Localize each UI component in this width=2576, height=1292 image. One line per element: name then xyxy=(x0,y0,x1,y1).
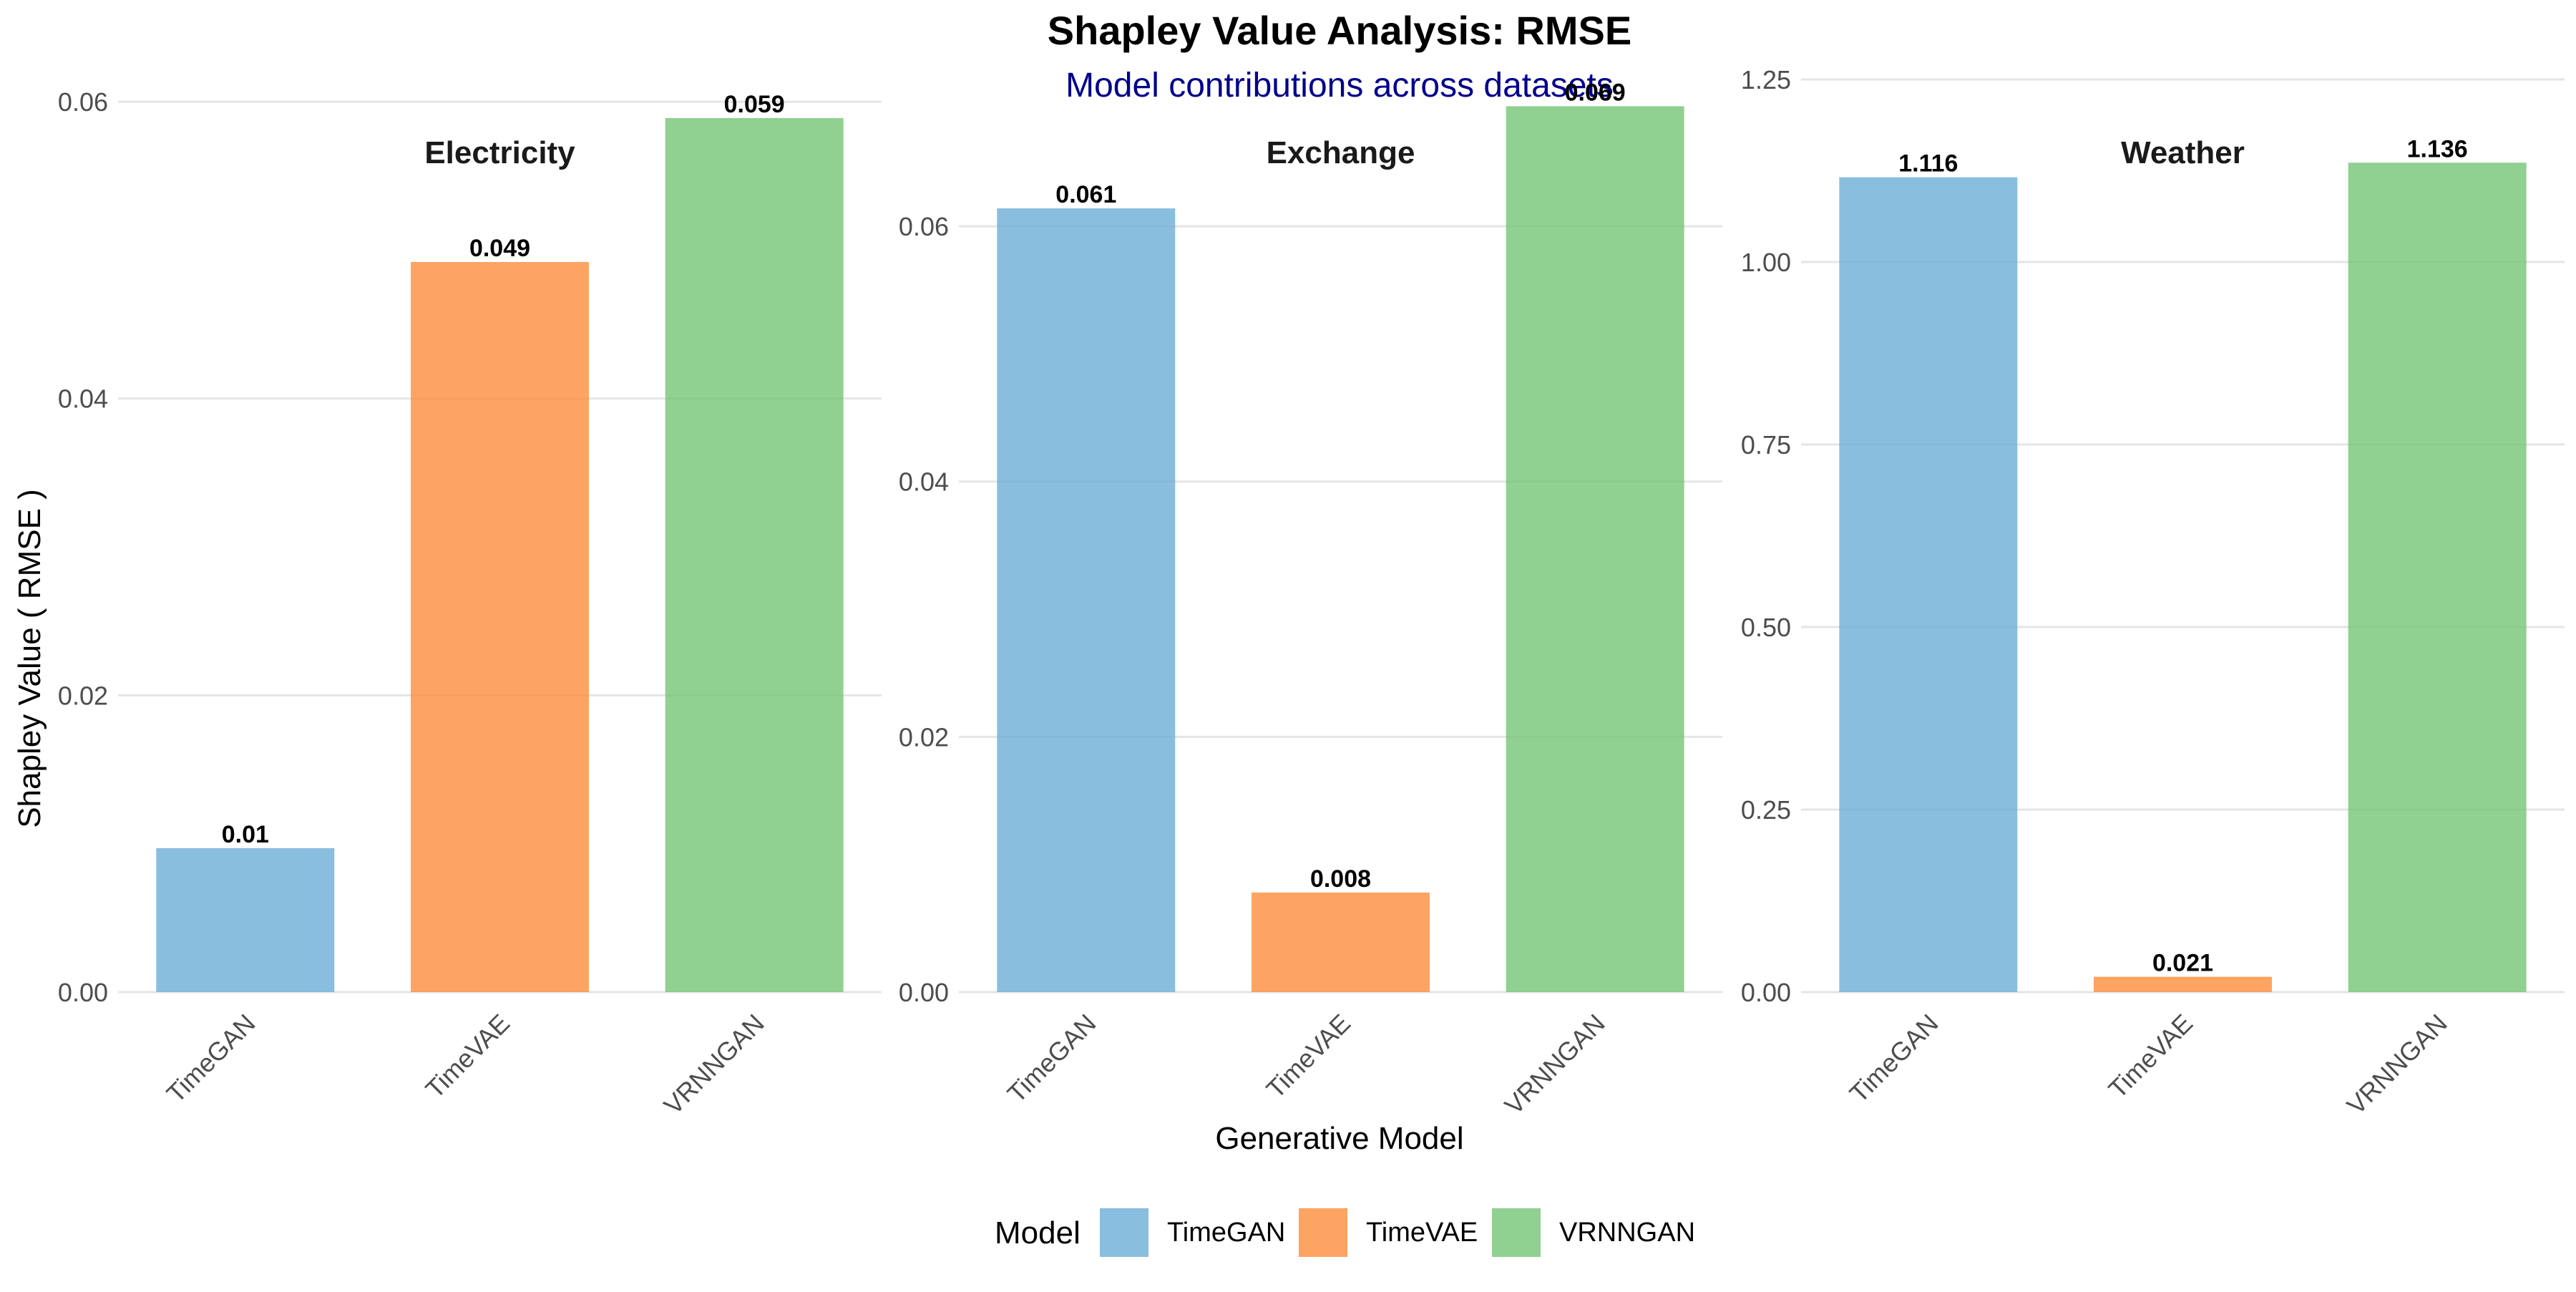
bar-timevae xyxy=(2094,976,2272,992)
facet-label: Electricity xyxy=(424,135,575,170)
legend-label: VRNNGAN xyxy=(1559,1218,1695,1248)
x-tick-label: TimeVAE xyxy=(2102,1009,2198,1104)
facet-label: Exchange xyxy=(1267,135,1415,170)
y-tick-label: 0.25 xyxy=(1741,795,1791,825)
legend-item-vrnngan: VRNNGAN xyxy=(1492,1208,1695,1257)
legend: TimeGAN TimeVAE VRNNGAN xyxy=(1100,1208,1695,1257)
bar-vrnngan xyxy=(1506,106,1684,993)
x-tick-label: VRNNGAN xyxy=(658,1009,770,1120)
data-label: 1.136 xyxy=(2407,135,2468,162)
chart-subtitle: Model contributions across datasets xyxy=(1065,67,1614,105)
bar-timevae xyxy=(1252,892,1430,992)
y-axis-label: Shapley Value ( RMSE ) xyxy=(12,489,47,828)
x-axis-label: Generative Model xyxy=(1215,1121,1463,1156)
data-label: 0.069 xyxy=(1565,79,1626,106)
legend-key xyxy=(1100,1208,1148,1257)
data-label: 0.008 xyxy=(1310,865,1371,893)
bar-timegan xyxy=(997,208,1176,993)
data-label: 0.049 xyxy=(469,235,530,262)
x-tick-label: TimeVAE xyxy=(419,1009,515,1104)
x-tick-label: VRNNGAN xyxy=(2341,1009,2453,1120)
x-tick-label: TimeVAE xyxy=(1260,1009,1356,1104)
legend-label: TimeVAE xyxy=(1366,1218,1478,1248)
bar-timegan xyxy=(1839,177,2018,993)
facet-panel-exchange: Exchange 0.00 0.02 0.04 0.06 0.061 TimeGAN 0.00… xyxy=(899,79,1722,1120)
x-tick-label: TimeGAN xyxy=(1002,1009,1102,1109)
y-tick-label: 0.06 xyxy=(899,212,949,241)
x-tick-label: TimeGAN xyxy=(1844,1009,1944,1109)
y-tick-label: 0.50 xyxy=(1741,613,1791,642)
y-tick-label: 0.02 xyxy=(58,681,108,710)
bar-timegan xyxy=(156,847,335,992)
bar-vrnngan xyxy=(665,117,844,992)
legend-label: TimeGAN xyxy=(1167,1218,1285,1248)
y-tick-label: 0.04 xyxy=(899,467,949,497)
facet-panel-electricity: Electricity 0.00 0.02 0.04 0.06 0.01 TimeGAN 0.… xyxy=(58,87,882,1120)
y-tick-label: 1.25 xyxy=(1741,65,1791,94)
y-tick-label: 0.00 xyxy=(1741,978,1791,1007)
legend-title: Model xyxy=(995,1215,1080,1250)
legend-key xyxy=(1492,1208,1541,1257)
y-tick-label: 1.00 xyxy=(1741,248,1791,277)
data-label: 0.01 xyxy=(222,821,269,848)
x-tick-label: TimeGAN xyxy=(161,1009,261,1109)
y-tick-label: 0.00 xyxy=(58,978,108,1007)
y-tick-label: 0.06 xyxy=(58,87,108,117)
data-label: 0.061 xyxy=(1055,181,1116,208)
bar-timevae xyxy=(411,262,589,992)
facet-label: Weather xyxy=(2121,135,2245,170)
data-label: 0.059 xyxy=(724,91,785,118)
legend-item-timevae: TimeVAE xyxy=(1299,1208,1478,1257)
data-label: 0.021 xyxy=(2152,950,2213,977)
data-label: 1.116 xyxy=(1898,150,1958,178)
y-tick-label: 0.02 xyxy=(899,722,949,752)
chart-title: Shapley Value Analysis: RMSE xyxy=(1048,8,1631,53)
y-tick-label: 0.04 xyxy=(58,384,108,414)
facet-panel-weather: Weather 0.00 0.25 0.50 0.75 1.00 1.25 1.116 Time… xyxy=(1741,65,2565,1120)
x-tick-label: VRNNGAN xyxy=(1499,1009,1611,1120)
bar-vrnngan xyxy=(2348,162,2527,992)
legend-item-timegan: TimeGAN xyxy=(1100,1208,1285,1257)
legend-key xyxy=(1299,1208,1347,1257)
facet-panels: Electricity 0.00 0.02 0.04 0.06 0.01 TimeGAN 0.… xyxy=(58,65,2565,1120)
y-tick-label: 0.75 xyxy=(1741,430,1791,460)
y-tick-label: 0.00 xyxy=(899,978,949,1007)
